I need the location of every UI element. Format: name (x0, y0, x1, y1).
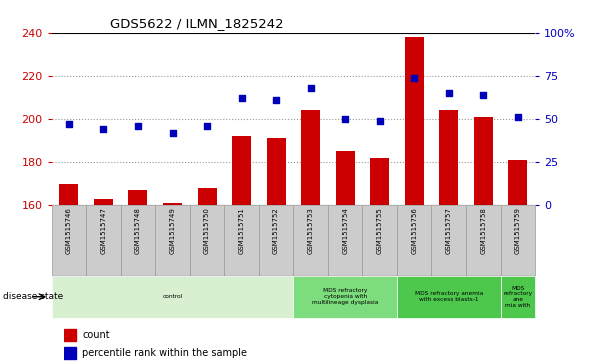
Point (340, 116, 350, 122)
Text: GSM1515753: GSM1515753 (308, 207, 314, 254)
Bar (198, 188, 216, 205)
Bar (86, 205, 121, 276)
Text: control: control (162, 294, 182, 299)
Text: MDS refractory anemia
with excess blasts-1: MDS refractory anemia with excess blasts… (415, 291, 483, 302)
Text: GSM1515755: GSM1515755 (377, 207, 382, 254)
Bar (439, 110, 458, 205)
Text: GSM1515750: GSM1515750 (204, 207, 210, 254)
Bar (64, 329, 76, 341)
Bar (500, 205, 535, 276)
Bar (64, 347, 76, 359)
Point (237, 95, 246, 101)
Text: GSM1515749: GSM1515749 (170, 207, 176, 254)
Text: MDS
refractory
ane
mia with: MDS refractory ane mia with (503, 286, 533, 308)
Bar (52, 205, 86, 276)
Bar (60, 184, 78, 205)
Bar (370, 158, 389, 205)
Point (98, 126, 108, 132)
Bar (232, 136, 251, 205)
Bar (301, 110, 320, 205)
Bar (224, 205, 259, 276)
Bar (190, 205, 224, 276)
Point (271, 97, 281, 103)
Bar (259, 205, 293, 276)
Point (168, 130, 178, 136)
Point (409, 74, 419, 80)
Text: GSM1515747: GSM1515747 (100, 207, 106, 254)
Point (444, 90, 454, 96)
Bar (128, 190, 148, 205)
Bar (266, 138, 286, 205)
Point (202, 123, 212, 129)
Bar (405, 37, 424, 205)
Bar (328, 205, 362, 276)
Bar (155, 205, 190, 276)
Text: disease state: disease state (3, 292, 63, 301)
Text: MDS refractory
cytopenia with
multilineage dysplasia: MDS refractory cytopenia with multilinea… (312, 289, 378, 305)
Text: GSM1515759: GSM1515759 (515, 207, 521, 254)
Text: GSM1515748: GSM1515748 (135, 207, 141, 254)
Bar (362, 205, 397, 276)
Point (375, 118, 384, 123)
Text: GSM1515754: GSM1515754 (342, 207, 348, 254)
Point (64, 121, 74, 127)
Bar (397, 276, 500, 318)
Bar (52, 276, 293, 318)
Text: GSM1515757: GSM1515757 (446, 207, 452, 254)
Text: GSM1515746: GSM1515746 (66, 207, 72, 254)
Text: count: count (82, 330, 109, 340)
Bar (94, 199, 113, 205)
Point (133, 123, 143, 129)
Text: percentile rank within the sample: percentile rank within the sample (82, 348, 247, 358)
Bar (336, 151, 354, 205)
Bar (500, 276, 535, 318)
Bar (474, 117, 492, 205)
Bar (432, 205, 466, 276)
Text: GDS5622 / ILMN_1825242: GDS5622 / ILMN_1825242 (109, 17, 283, 30)
Point (306, 85, 316, 91)
Text: GSM1515756: GSM1515756 (411, 207, 417, 254)
Text: GSM1515752: GSM1515752 (273, 207, 279, 254)
Bar (121, 205, 155, 276)
Text: GSM1515751: GSM1515751 (238, 207, 244, 254)
Bar (466, 205, 500, 276)
Point (513, 114, 523, 120)
Bar (293, 205, 328, 276)
Bar (293, 276, 397, 318)
Bar (163, 203, 182, 205)
Point (478, 92, 488, 98)
Bar (397, 205, 432, 276)
Text: GSM1515758: GSM1515758 (480, 207, 486, 254)
Bar (508, 160, 527, 205)
